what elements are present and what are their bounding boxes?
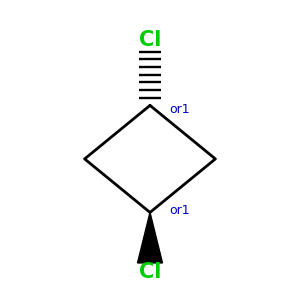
Text: Cl: Cl bbox=[139, 262, 161, 282]
Polygon shape bbox=[137, 212, 163, 263]
Text: Cl: Cl bbox=[139, 30, 161, 50]
Text: or1: or1 bbox=[169, 103, 190, 116]
Text: or1: or1 bbox=[169, 204, 190, 218]
